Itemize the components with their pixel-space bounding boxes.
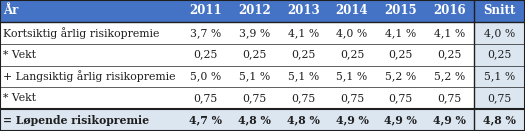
Bar [0,0,181,22]
Text: Kortsiktig årlig risikopremie: Kortsiktig årlig risikopremie [3,27,160,39]
Text: * Vekt: * Vekt [3,93,36,103]
Bar [328,44,376,66]
Text: 4,8 %: 4,8 % [238,115,271,126]
Text: 4,8 %: 4,8 % [483,115,516,126]
Bar [425,87,474,109]
Text: 0,25: 0,25 [291,50,316,60]
Text: 0,25: 0,25 [193,50,218,60]
Text: 0,25: 0,25 [340,50,364,60]
Bar [0,22,181,44]
Text: 2016: 2016 [433,4,466,17]
Text: 3,7 %: 3,7 % [190,28,221,38]
Text: 0,25: 0,25 [487,50,512,60]
Bar [474,22,525,44]
Text: 0,75: 0,75 [340,93,364,103]
Text: 5,1 %: 5,1 % [337,71,368,81]
Text: 0,75: 0,75 [437,93,462,103]
Text: 4,0 %: 4,0 % [484,28,515,38]
Text: 0,25: 0,25 [388,50,413,60]
Bar [425,0,474,22]
Bar [328,22,376,44]
Text: 0,75: 0,75 [388,93,413,103]
Bar [376,0,425,22]
Text: 5,1 %: 5,1 % [239,71,270,81]
Bar [474,44,525,66]
Text: 4,0 %: 4,0 % [337,28,368,38]
Bar [181,0,230,22]
Bar [279,66,328,87]
Bar [230,0,279,22]
Text: 4,8 %: 4,8 % [287,115,320,126]
Text: 5,1 %: 5,1 % [484,71,515,81]
Bar [181,87,230,109]
Bar [0,109,181,131]
Bar [376,87,425,109]
Bar [0,44,181,66]
Text: År: År [3,4,18,17]
Text: 0,75: 0,75 [193,93,218,103]
Bar [279,44,328,66]
Text: * Vekt: * Vekt [3,50,36,60]
Text: 0,75: 0,75 [487,93,512,103]
Bar [328,0,376,22]
Text: = Løpende risikopremie: = Løpende risikopremie [3,115,149,126]
Bar [425,66,474,87]
Bar [230,66,279,87]
Bar [230,109,279,131]
Bar [376,44,425,66]
Text: 2011: 2011 [189,4,222,17]
Bar [279,87,328,109]
Bar [279,22,328,44]
Bar [425,44,474,66]
Text: 4,7 %: 4,7 % [189,115,222,126]
Bar [181,44,230,66]
Bar [0,87,181,109]
Text: 4,9 %: 4,9 % [335,115,369,126]
Text: 2014: 2014 [335,4,369,17]
Text: 2015: 2015 [384,4,417,17]
Text: Snitt: Snitt [484,4,516,17]
Bar [0,66,181,87]
Text: 4,1 %: 4,1 % [385,28,416,38]
Bar [474,109,525,131]
Bar [181,22,230,44]
Bar [376,66,425,87]
Text: 5,0 %: 5,0 % [190,71,221,81]
Bar [328,109,376,131]
Text: 2012: 2012 [238,4,271,17]
Bar [230,22,279,44]
Bar [279,0,328,22]
Text: 2013: 2013 [287,4,320,17]
Bar [279,109,328,131]
Text: 0,75: 0,75 [242,93,267,103]
Text: 4,9 %: 4,9 % [384,115,417,126]
Bar [328,66,376,87]
Text: 5,1 %: 5,1 % [288,71,319,81]
Bar [230,44,279,66]
Text: + Langsiktig årlig risikopremie: + Langsiktig årlig risikopremie [3,70,176,82]
Bar [376,109,425,131]
Bar [230,87,279,109]
Text: 5,2 %: 5,2 % [434,71,465,81]
Bar [328,87,376,109]
Text: 3,9 %: 3,9 % [239,28,270,38]
Text: 0,25: 0,25 [437,50,462,60]
Text: 4,9 %: 4,9 % [433,115,466,126]
Bar [181,109,230,131]
Text: 0,75: 0,75 [291,93,316,103]
Text: 5,2 %: 5,2 % [385,71,416,81]
Text: 0,25: 0,25 [242,50,267,60]
Text: 4,1 %: 4,1 % [288,28,319,38]
Bar [474,87,525,109]
Bar [376,22,425,44]
Bar [181,66,230,87]
Text: 4,1 %: 4,1 % [434,28,465,38]
Bar [474,0,525,22]
Bar [474,66,525,87]
Bar [425,22,474,44]
Bar [425,109,474,131]
